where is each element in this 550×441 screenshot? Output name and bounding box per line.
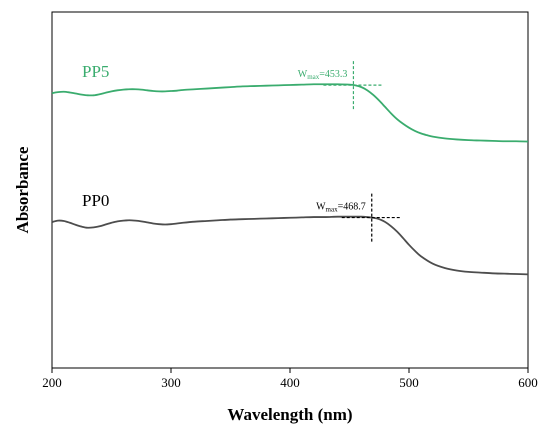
x-tick-label: 500 [399,375,419,390]
wmax-annotation-pp0: Wmax=468.7 [316,202,366,214]
annotation-layer: PP5 Wmax=453.3 PP0 Wmax=468.7 [82,61,402,242]
x-tick-label: 300 [161,375,181,390]
series-line-pp5 [51,83,529,143]
y-axis-label: Absorbance [13,146,32,233]
wmax-annotation-pp5: Wmax=453.3 [298,69,348,81]
x-axis-label: Wavelength (nm) [227,405,352,424]
plot-frame [51,11,529,369]
x-tick-label: 400 [280,375,300,390]
series-layer [51,83,529,276]
series-label-pp0: PP0 [82,191,109,210]
series-label-pp5: PP5 [82,62,109,81]
x-tick-label: 200 [42,375,62,390]
series-line-pp0 [51,215,529,276]
x-tick-label: 600 [518,375,538,390]
x-axis-ticks: 200 300 400 500 600 [42,368,538,390]
